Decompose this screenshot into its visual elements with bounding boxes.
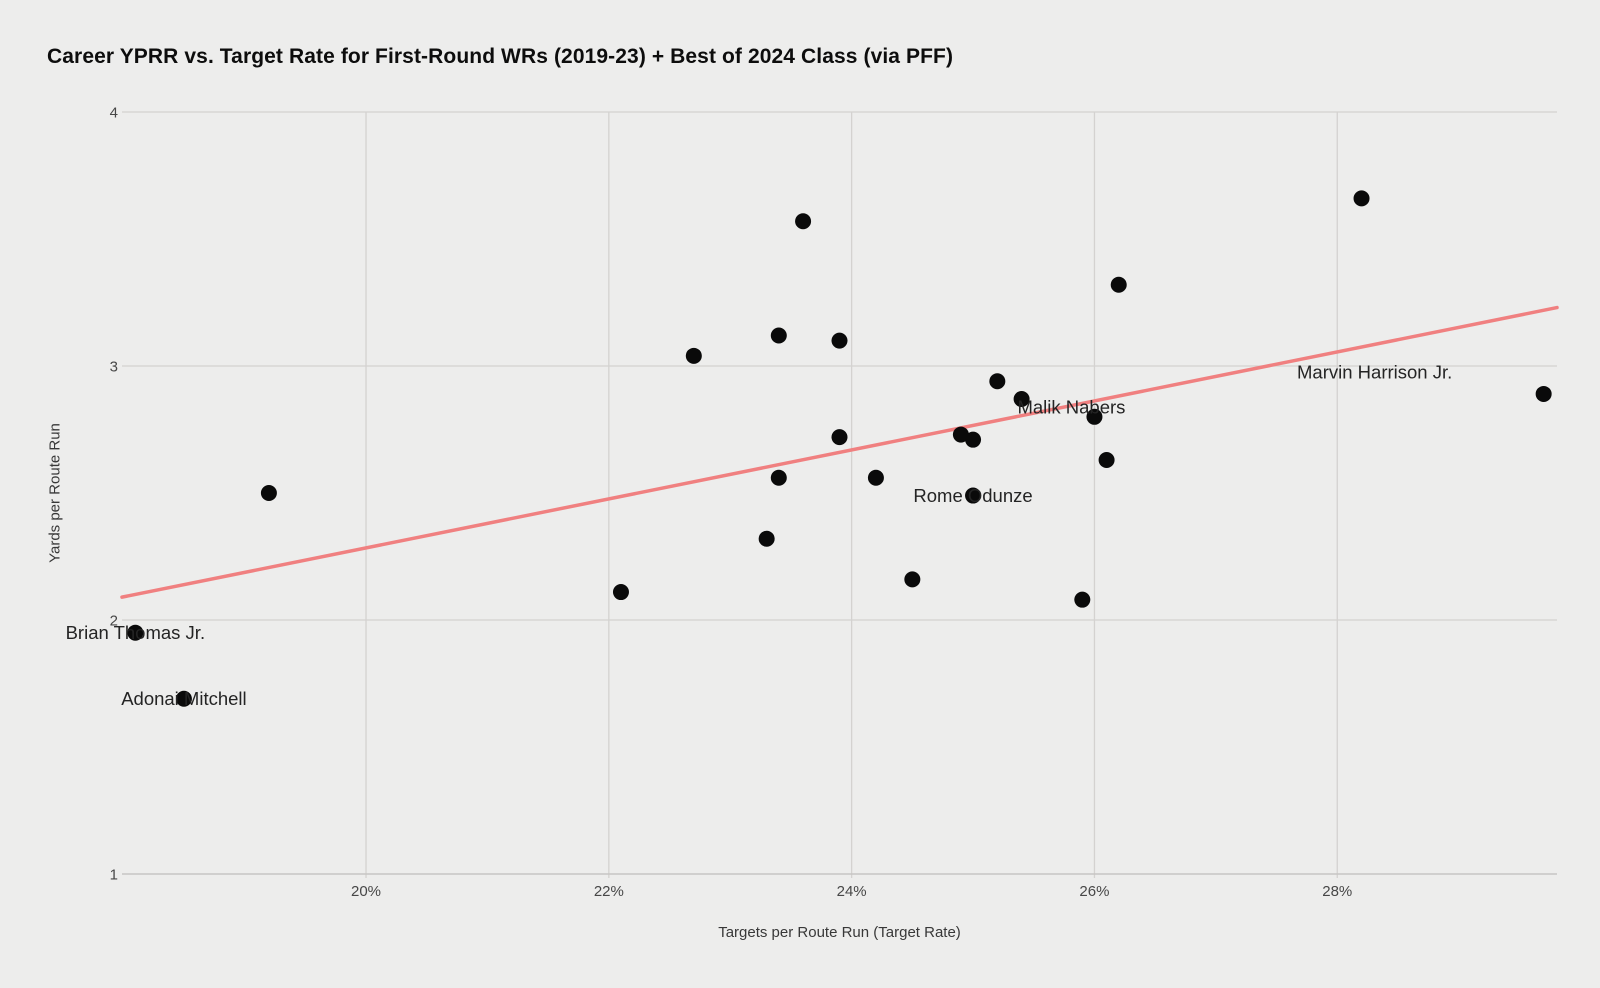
data-point	[175, 690, 192, 707]
x-tick-label: 24%	[837, 883, 867, 900]
point-label: Malik Nabers	[1017, 396, 1125, 417]
data-point	[989, 373, 1006, 390]
data-point	[1013, 391, 1030, 408]
data-point	[867, 469, 884, 486]
data-point	[965, 431, 982, 448]
data-point	[795, 213, 812, 230]
x-tick-label: 20%	[351, 883, 381, 900]
data-point	[1086, 408, 1103, 425]
point-label: Brian Thomas Jr.	[66, 622, 206, 643]
y-tick-label: 1	[110, 867, 118, 884]
data-point	[260, 485, 277, 501]
data-point	[831, 332, 848, 349]
data-point	[1098, 451, 1115, 468]
data-point	[1353, 190, 1370, 207]
data-point	[770, 469, 787, 486]
x-tick-label: 26%	[1079, 883, 1109, 900]
x-tick-label: 22%	[594, 883, 624, 900]
y-tick-label: 2	[110, 613, 118, 630]
data-point	[965, 487, 982, 504]
point-label: Marvin Harrison Jr.	[1297, 361, 1452, 382]
trendline	[120, 305, 1559, 599]
data-point	[127, 624, 144, 641]
x-axis-title: Targets per Route Run (Target Rate)	[718, 924, 961, 941]
point-label: Adonai Mitchell	[121, 688, 246, 709]
data-point	[1535, 385, 1552, 402]
data-point	[904, 571, 921, 588]
point-label: Rome Odunze	[913, 485, 1032, 506]
y-tick-label: 3	[110, 359, 118, 376]
y-tick-label: 4	[110, 105, 118, 122]
data-point	[612, 584, 629, 601]
data-point	[1074, 591, 1091, 608]
data-point	[952, 426, 969, 443]
data-point	[758, 530, 775, 547]
x-tick-label: 28%	[1322, 883, 1352, 900]
y-axis-title: Yards per Route Run	[46, 423, 64, 563]
data-point	[831, 429, 848, 446]
chart-title: Career YPRR vs. Target Rate for First-Ro…	[47, 45, 954, 68]
data-point	[770, 327, 787, 344]
data-point	[1110, 276, 1127, 293]
data-point	[685, 347, 702, 364]
